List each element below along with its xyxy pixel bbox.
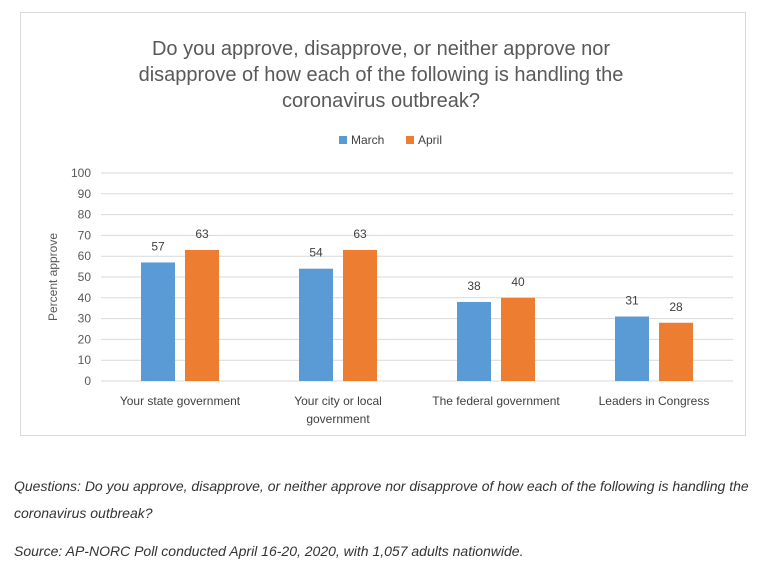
bar-march	[615, 316, 649, 381]
data-label: 54	[309, 246, 323, 260]
y-tick-label: 80	[78, 208, 92, 222]
y-tick-label: 50	[78, 270, 92, 284]
y-tick-label: 30	[78, 312, 92, 326]
legend-swatch-march	[339, 136, 347, 144]
source-note: Source: AP-NORC Poll conducted April 16-…	[14, 543, 524, 559]
bar-april	[659, 322, 693, 381]
y-tick-label: 90	[78, 187, 92, 201]
data-label: 63	[195, 227, 209, 241]
y-tick-label: 40	[78, 291, 92, 305]
y-tick-label: 20	[78, 332, 92, 346]
chart-title-line: disapprove of how each of the following …	[139, 64, 624, 86]
bar-chart: Do you approve, disapprove, or neither a…	[46, 38, 733, 426]
x-category-label: Your state government	[120, 394, 241, 408]
data-label: 40	[511, 275, 525, 289]
x-category-label: The federal government	[432, 394, 560, 408]
data-label: 38	[467, 279, 481, 293]
y-tick-label: 10	[78, 353, 92, 367]
bar-march	[457, 301, 491, 381]
legend-label-march: March	[351, 133, 384, 147]
y-tick-label: 70	[78, 228, 92, 242]
x-category-label: government	[306, 412, 370, 426]
y-tick-label: 0	[84, 374, 91, 388]
bar-march	[299, 268, 333, 381]
legend-label-april: April	[418, 133, 442, 147]
x-category-label: Your city or local	[294, 394, 382, 408]
questions-note: Questions: Do you approve, disapprove, o…	[14, 478, 749, 521]
y-axis-title: Percent approve	[46, 233, 60, 321]
data-label: 31	[625, 294, 639, 308]
bar-april	[501, 297, 535, 381]
legend-swatch-april	[406, 136, 414, 144]
bar-april	[343, 249, 377, 381]
chart-title-line: coronavirus outbreak?	[282, 90, 480, 112]
chart-frame: Do you approve, disapprove, or neither a…	[20, 12, 746, 436]
data-label: 28	[669, 300, 683, 314]
bar-april	[185, 249, 219, 381]
y-tick-label: 60	[78, 249, 92, 263]
data-label: 57	[151, 239, 165, 253]
y-tick-label: 100	[71, 166, 91, 180]
x-category-label: Leaders in Congress	[599, 394, 710, 408]
chart-title-line: Do you approve, disapprove, or neither a…	[152, 38, 610, 60]
bar-march	[141, 262, 175, 381]
data-label: 63	[353, 227, 367, 241]
